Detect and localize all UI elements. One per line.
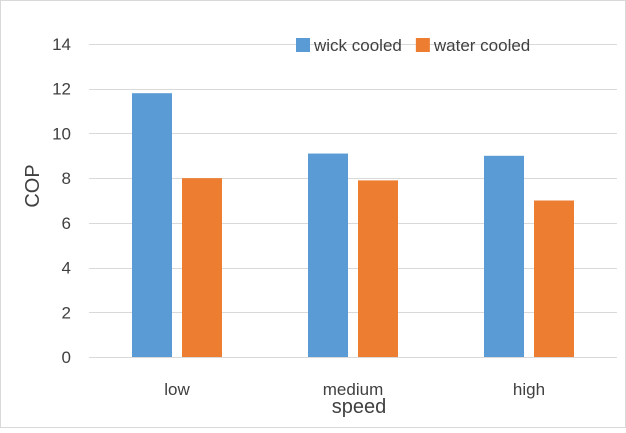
legend-label: water cooled [433, 36, 530, 55]
x-tick-label: high [513, 380, 545, 399]
y-axis-label: COP [22, 164, 44, 207]
gridlines [89, 44, 617, 358]
legend: wick cooled water cooled [296, 36, 530, 55]
x-axis-ticks: low medium high [164, 380, 545, 399]
x-tick-label: medium [323, 380, 383, 399]
y-tick-label: 6 [62, 214, 71, 233]
x-tick-label: low [164, 380, 190, 399]
y-tick-label: 2 [62, 303, 71, 322]
y-tick-label: 10 [52, 124, 71, 143]
y-tick-label: 0 [62, 348, 71, 367]
legend-swatch-wick-cooled [296, 38, 310, 52]
bar-water-cooled-high [534, 200, 574, 357]
bar-wick-cooled-low [132, 93, 172, 357]
bar-wick-cooled-high [484, 155, 524, 357]
legend-label: wick cooled [313, 36, 402, 55]
bar-wick-cooled-medium [308, 153, 348, 357]
y-tick-label: 12 [52, 80, 71, 99]
y-tick-label: 4 [62, 259, 71, 278]
x-axis-label: speed [332, 396, 387, 418]
legend-swatch-water-cooled [415, 38, 430, 52]
bars [132, 93, 574, 357]
y-tick-label: 8 [62, 169, 71, 188]
bar-water-cooled-medium [358, 180, 398, 357]
bar-water-cooled-low [182, 178, 222, 357]
y-axis-ticks: 0 2 4 6 8 10 12 14 [52, 35, 71, 367]
y-tick-label: 14 [52, 35, 71, 54]
